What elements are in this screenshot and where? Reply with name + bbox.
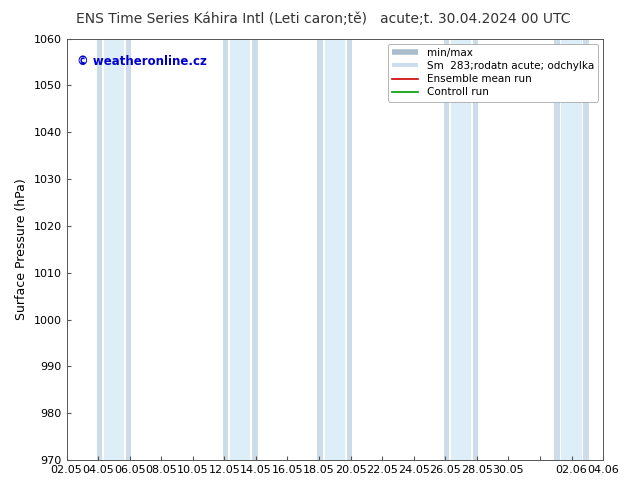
Text: acute;t. 30.04.2024 00 UTC: acute;t. 30.04.2024 00 UTC [380, 12, 571, 26]
Legend: min/max, Sm  283;rodatn acute; odchylka, Ensemble mean run, Controll run: min/max, Sm 283;rodatn acute; odchylka, … [388, 44, 598, 101]
Bar [318, 39, 323, 460]
Bar [451, 39, 471, 460]
Bar [252, 39, 257, 460]
Text: ENS Time Series Káhira Intl (Leti caron;tě): ENS Time Series Káhira Intl (Leti caron;… [77, 12, 367, 26]
Y-axis label: Surface Pressure (hPa): Surface Pressure (hPa) [15, 178, 28, 320]
Bar [126, 39, 131, 460]
Bar [562, 39, 581, 460]
Text: © weatheronline.cz: © weatheronline.cz [77, 55, 207, 69]
Bar [473, 39, 479, 460]
Bar [104, 39, 124, 460]
Bar [223, 39, 228, 460]
Bar [444, 39, 450, 460]
Bar [96, 39, 102, 460]
Bar [325, 39, 345, 460]
Bar [230, 39, 250, 460]
Bar [554, 39, 560, 460]
Bar [583, 39, 589, 460]
Bar [347, 39, 353, 460]
